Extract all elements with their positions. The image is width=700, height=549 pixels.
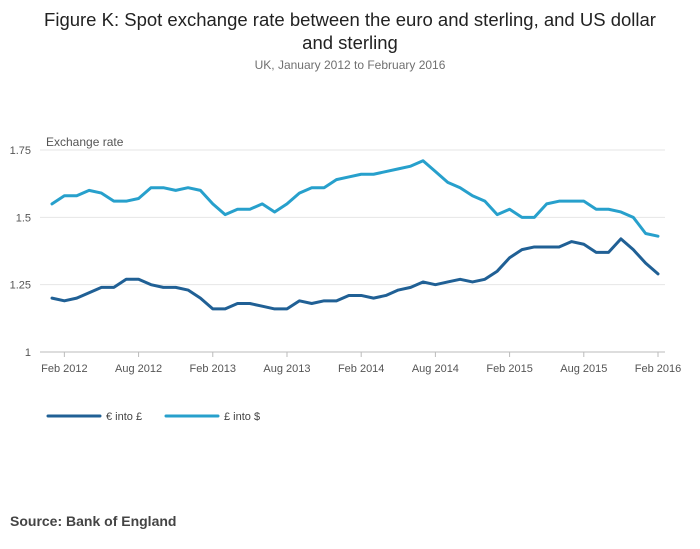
x-tick-label: Feb 2014 (338, 363, 384, 375)
x-tick-label: Feb 2012 (41, 363, 87, 375)
source-note: Source: Bank of England (10, 513, 177, 529)
chart-title: Figure K: Spot exchange rate between the… (0, 8, 700, 54)
y-tick-label: 1.75 (10, 145, 31, 157)
x-tick-label: Feb 2013 (190, 363, 236, 375)
x-tick-label: Aug 2014 (412, 363, 459, 375)
chart-title-line-1: Figure K: Spot exchange rate between the… (44, 9, 656, 30)
x-tick-label: Aug 2012 (115, 363, 162, 375)
series-line-1 (50, 237, 660, 311)
legend-label-1: € into £ (106, 411, 142, 423)
x-tick-label: Feb 2015 (486, 363, 532, 375)
y-tick-label: 1.5 (16, 212, 31, 224)
y-axis-label: Exchange rate (46, 135, 124, 149)
x-tick-label: Aug 2013 (263, 363, 310, 375)
series-line-2 (50, 159, 660, 238)
x-tick-label: Aug 2015 (560, 363, 607, 375)
y-tick-label: 1.25 (10, 280, 31, 292)
chart-subtitle: UK, January 2012 to February 2016 (254, 58, 446, 72)
legend-label-2: £ into $ (224, 411, 260, 423)
x-tick-label: Feb 2016 (635, 363, 681, 375)
y-tick-label: 1 (25, 347, 31, 359)
chart-title-line-2: and sterling (302, 32, 398, 53)
